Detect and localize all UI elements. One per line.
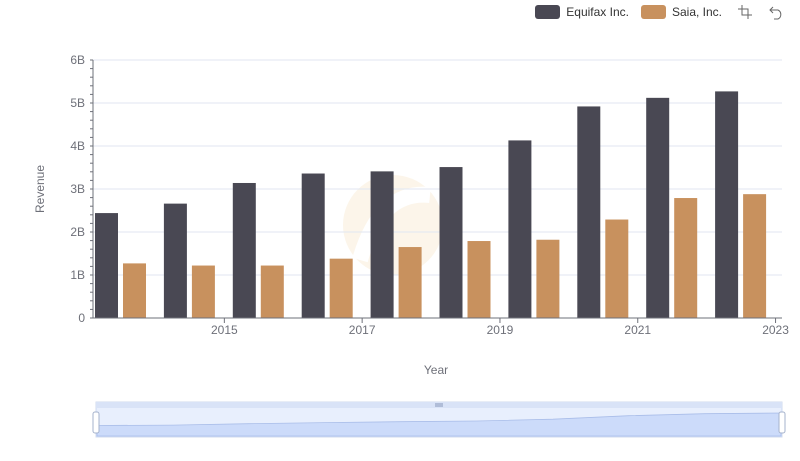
y-axis-ticks: 0 1B 2B 3B 4B 5B 6B [70, 53, 94, 325]
bar-equifax-2018[interactable] [370, 171, 394, 318]
legend-item-equifax[interactable]: Equifax Inc. [535, 5, 629, 19]
bar-equifax-2017[interactable] [301, 173, 325, 318]
y-axis-label: Revenue [33, 165, 47, 213]
bar-saia-2022[interactable] [674, 198, 698, 318]
zoom-select-icon[interactable] [736, 3, 754, 21]
bar-equifax-2015[interactable] [163, 203, 187, 318]
legend-swatch-equifax [535, 5, 561, 19]
bars [95, 91, 767, 318]
y-tick-label: 4B [70, 139, 85, 153]
bar-equifax-2019[interactable] [439, 167, 463, 318]
bar-saia-2016[interactable] [260, 265, 284, 318]
bar-saia-2020[interactable] [536, 239, 560, 318]
y-tick-label: 0 [78, 311, 85, 325]
bar-saia-2015[interactable] [191, 265, 215, 318]
bar-equifax-2016[interactable] [232, 182, 256, 318]
bar-saia-2023[interactable] [743, 194, 767, 318]
legend: Equifax Inc. Saia, Inc. [535, 3, 786, 21]
bar-saia-2021[interactable] [605, 219, 629, 318]
y-tick-label: 2B [70, 225, 85, 239]
x-tick-label: 2019 [487, 323, 514, 337]
y-tick-label: 6B [70, 53, 85, 67]
x-axis-label: Year [424, 363, 448, 377]
y-tick-label: 5B [70, 96, 85, 110]
y-tick-label: 1B [70, 268, 85, 282]
bar-saia-2017[interactable] [329, 258, 353, 318]
x-tick-label: 2023 [762, 323, 789, 337]
legend-label-saia: Saia, Inc. [671, 5, 722, 19]
datazoom-selection [96, 408, 782, 437]
datazoom-right-handle[interactable] [778, 411, 786, 434]
datazoom-drag-grip[interactable] [435, 403, 443, 407]
x-tick-label: 2017 [349, 323, 376, 337]
x-tick-label: 2015 [211, 323, 238, 337]
bar-equifax-2020[interactable] [508, 140, 532, 318]
legend-item-saia[interactable]: Saia, Inc. [640, 5, 722, 19]
datazoom-slider[interactable] [92, 401, 786, 438]
bar-equifax-2021[interactable] [577, 106, 601, 318]
x-axis: 2015 2017 2019 2021 2023 [93, 317, 789, 337]
legend-swatch-saia [640, 5, 666, 19]
bar-equifax-2022[interactable] [646, 97, 670, 318]
bar-saia-2019[interactable] [467, 241, 491, 318]
y-tick-label: 3B [70, 182, 85, 196]
x-tick-label: 2021 [624, 323, 651, 337]
legend-label-equifax: Equifax Inc. [566, 5, 629, 19]
zoom-reset-icon[interactable] [768, 3, 786, 21]
bar-saia-2014[interactable] [123, 263, 146, 318]
bar-equifax-2023[interactable] [715, 91, 739, 318]
datazoom-left-handle[interactable] [92, 411, 100, 434]
bar-saia-2018[interactable] [398, 247, 422, 318]
bar-equifax-2014[interactable] [95, 213, 118, 318]
